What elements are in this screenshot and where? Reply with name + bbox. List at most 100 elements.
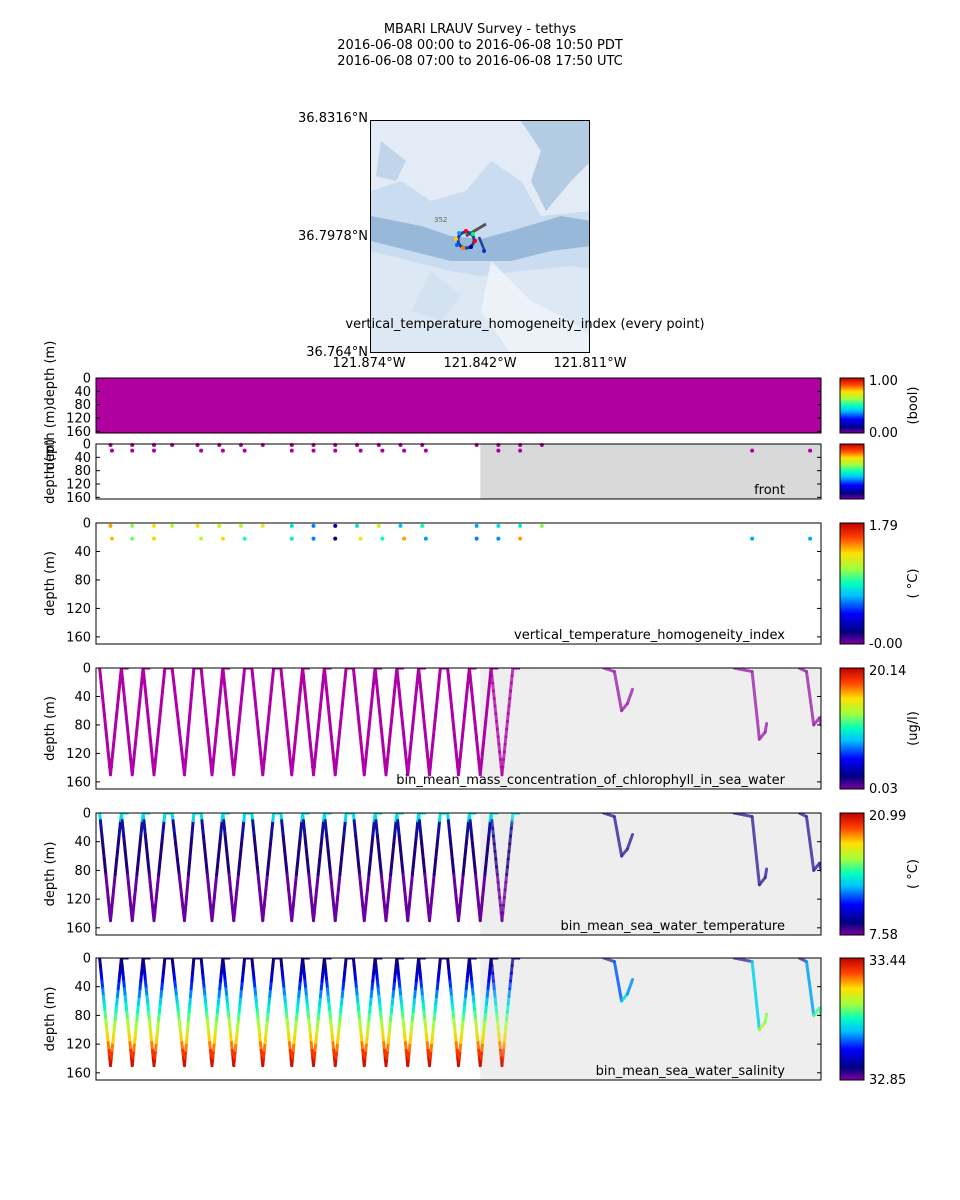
figure-title-block: MBARI LRAUV Survey - tethys 2016-06-08 0…	[0, 22, 960, 70]
data-point	[242, 536, 247, 541]
chart-panel-bin-mean-sea-water-salinity: 0 40 80 120 160 depth (m) bin_mean_sea_water_s…	[43, 952, 906, 1089]
colorbar-min-label: 7.58	[869, 928, 898, 943]
shaded-region	[480, 813, 821, 935]
colorbar-min-label: 0.03	[869, 782, 898, 797]
excursion-segment	[805, 960, 816, 1017]
map-lon-mid: 121.842°W	[443, 356, 517, 371]
profile-segment	[242, 668, 247, 678]
series-label: front	[754, 483, 785, 498]
data-point	[152, 523, 156, 528]
profile-segment	[162, 813, 167, 823]
excursion-segment	[602, 668, 616, 674]
profile-segment	[343, 668, 348, 678]
excursion-segment	[750, 815, 761, 887]
data-point	[333, 448, 338, 453]
chart-panel-bin-mean-sea-water-temperature: 0 40 80 120 160 depth (m) bin_mean_sea_water_t…	[43, 807, 921, 944]
plot-frame	[95, 812, 822, 936]
y-axis-label: depth (m)	[43, 696, 58, 761]
map-bathymetry	[371, 121, 589, 352]
y-tick-label: 160	[66, 491, 91, 506]
y-tick-label: 80	[74, 464, 91, 479]
data-point	[333, 536, 338, 541]
profile-segment	[510, 958, 515, 968]
excursion-segment	[625, 833, 634, 851]
series-label: bin_mean_mass_concentration_of_chlorophy…	[396, 773, 785, 788]
profile-segment	[191, 813, 196, 823]
data-point	[808, 536, 813, 541]
y-tick-label: 80	[74, 864, 91, 879]
data-point	[539, 523, 544, 528]
series-label: vertical_temperature_homogeneity_index	[514, 628, 785, 643]
data-point	[289, 536, 294, 541]
plot-frame	[95, 443, 822, 500]
plot-frame	[95, 522, 822, 645]
profile-segment	[271, 958, 276, 968]
data-point	[289, 448, 294, 453]
profile-segment	[343, 958, 348, 968]
data-point	[289, 523, 294, 528]
y-tick-label: 40	[74, 690, 91, 705]
colorbar-unit-label: (ug/l)	[906, 711, 921, 746]
profile-segment	[438, 958, 442, 968]
y-tick-label: 80	[74, 1009, 91, 1024]
profile-segment	[271, 668, 276, 678]
profile-segment	[438, 668, 442, 678]
y-tick-label: 0	[83, 517, 91, 532]
map-marker	[469, 245, 473, 249]
y-tick-label: 120	[66, 412, 91, 427]
y-tick-label: 0	[83, 807, 91, 822]
y-tick-label: 160	[66, 1066, 91, 1081]
data-point	[130, 536, 135, 541]
excursion-segment	[612, 815, 624, 858]
y-tick-label: 120	[66, 1038, 91, 1053]
y-tick-label: 0	[83, 662, 91, 677]
excursion-segment	[620, 702, 629, 713]
survey-map[interactable]: 352	[370, 120, 590, 353]
excursion-segment	[732, 813, 754, 819]
data-point	[260, 523, 265, 528]
excursion-segment	[625, 687, 634, 706]
profile-segment	[191, 958, 196, 968]
colorbar-unit-label: ( °C)	[906, 569, 921, 599]
profile-segment	[271, 813, 276, 823]
data-point	[220, 448, 225, 453]
profile-segment	[242, 958, 247, 968]
map-marker	[464, 229, 468, 233]
figure-title: MBARI LRAUV Survey - tethys	[383, 22, 577, 37]
data-point	[496, 448, 501, 453]
data-point	[423, 536, 428, 541]
shaded-region	[480, 444, 821, 499]
colorbar	[839, 957, 865, 1081]
profile-segment	[343, 813, 348, 823]
colorbar-max-label: 1.79	[869, 519, 898, 534]
y-tick-label: 0	[83, 952, 91, 967]
y-tick-label: 0	[83, 372, 91, 387]
data-point	[109, 536, 114, 541]
map-marker	[454, 237, 458, 241]
profile-lines	[98, 958, 821, 1068]
colorbar-min-label: -0.00	[869, 637, 903, 652]
excursion-segment	[750, 670, 761, 741]
data-point	[750, 448, 755, 453]
excursion-segment	[732, 668, 754, 674]
data-point	[333, 523, 338, 528]
y-tick-label: 40	[74, 451, 91, 466]
y-tick-label: 160	[66, 921, 91, 936]
y-tick-label: 160	[66, 775, 91, 790]
map-marker	[471, 232, 475, 236]
map-marker	[482, 249, 486, 253]
excursion-segment	[757, 730, 767, 741]
excursion-segment	[763, 1012, 769, 1025]
data-point	[474, 536, 479, 541]
profile-segment	[510, 813, 515, 823]
y-tick-label: 40	[74, 980, 91, 995]
colorbar-max-label: 20.14	[869, 664, 906, 679]
excursion-segment	[620, 847, 629, 858]
plot-frame	[95, 377, 822, 434]
data-point	[402, 448, 407, 453]
map-marker	[473, 239, 477, 243]
excursion-segment	[612, 670, 624, 713]
data-point	[152, 536, 156, 541]
data-point	[311, 448, 316, 453]
